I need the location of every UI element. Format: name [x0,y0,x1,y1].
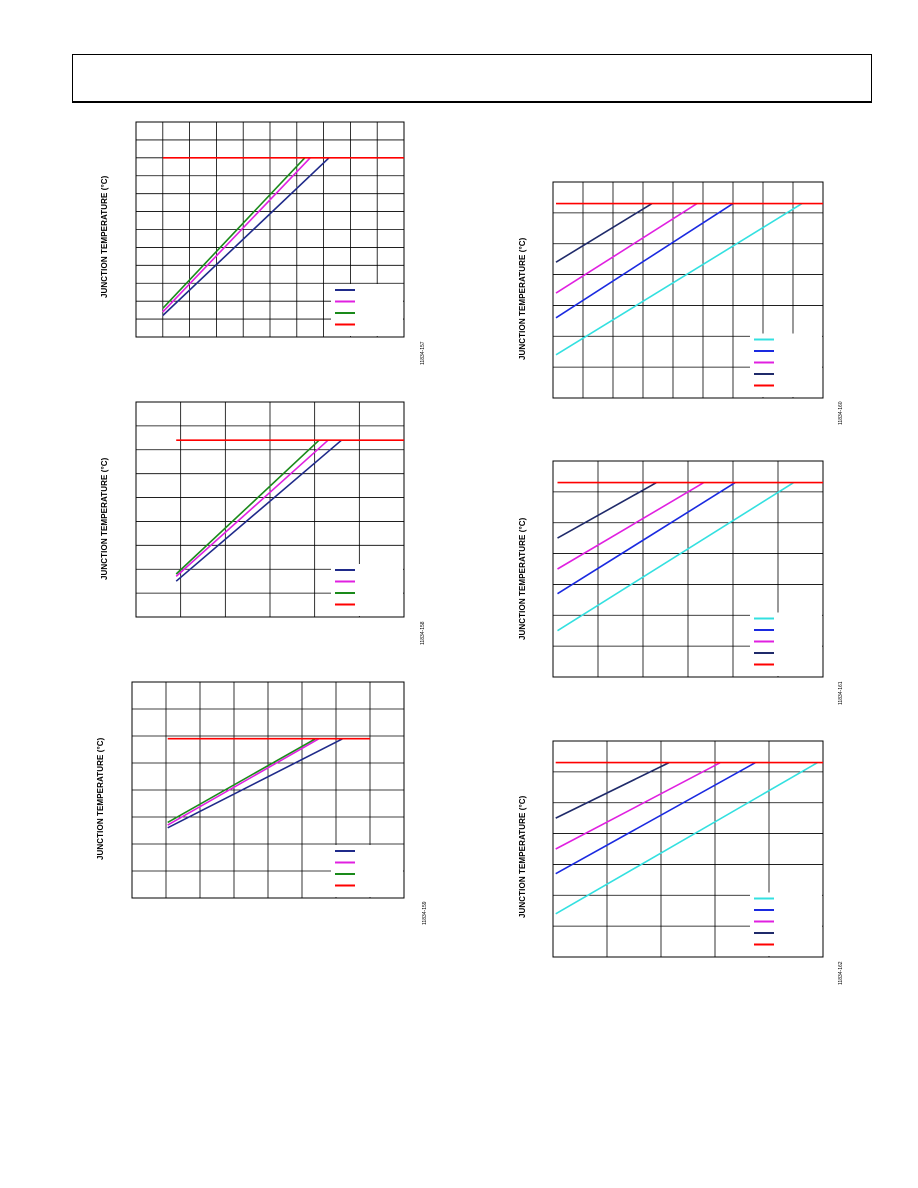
series-line [162,157,330,317]
plot-frame [552,740,824,958]
chart-2-svg [135,401,405,618]
series-line [162,157,311,313]
chart-4-figure-id: 11834-160 [838,401,844,425]
series-line [555,202,698,294]
series-line [555,761,756,875]
series-line [175,439,320,575]
plot-frame [131,681,405,899]
chart-1-ylabel: JUNCTION TEMPERATURE (°C) [100,175,109,298]
chart-5-svg [552,460,824,678]
series-line [167,738,320,826]
plot-frame [135,401,405,618]
series-line [557,481,736,595]
plot-frame [552,460,824,678]
chart-6-ylabel: JUNCTION TEMPERATURE (°C) [518,795,527,918]
chart-2-ylabel: JUNCTION TEMPERATURE (°C) [100,457,109,580]
series-line [555,202,653,263]
series-line [555,761,670,819]
chart-1-svg [135,121,405,338]
chart-5-figure-id: 11834-161 [838,681,844,705]
chart-3-svg [131,681,405,899]
plot-frame [135,121,405,338]
chart-3-ylabel: JUNCTION TEMPERATURE (°C) [96,737,105,860]
chart-1 [135,121,405,338]
chart-4-svg [552,181,824,399]
series-line [557,481,795,632]
legend-box [331,564,403,616]
legend-box [750,892,822,956]
series-line [557,481,705,570]
chart-1-figure-id: 11834-157 [420,341,426,365]
series-line [557,481,657,539]
legend-box [750,612,822,676]
legend-box [331,845,403,897]
chart-6-svg [552,740,824,958]
chart-2 [135,401,405,618]
series-line [162,157,306,309]
series-line [555,761,818,915]
chart-4 [552,181,824,399]
chart-3 [131,681,405,899]
chart-5-ylabel: JUNCTION TEMPERATURE (°C) [518,517,527,640]
legend-box [750,333,822,397]
chart-3-figure-id: 11834-159 [422,901,428,925]
page-header-box [72,54,872,103]
chart-5 [552,460,824,678]
plot-frame [552,181,824,399]
series-line [555,202,734,319]
chart-2-figure-id: 11834-158 [420,621,426,645]
series-line [555,761,721,850]
series-line [175,439,343,582]
series-line [167,738,316,824]
series-line [167,737,344,829]
series-line [175,439,329,577]
legend-box [331,284,403,336]
chart-6 [552,740,824,958]
chart-6-figure-id: 11834-162 [838,961,844,985]
chart-4-ylabel: JUNCTION TEMPERATURE (°C) [518,237,527,360]
series-line [555,202,803,356]
